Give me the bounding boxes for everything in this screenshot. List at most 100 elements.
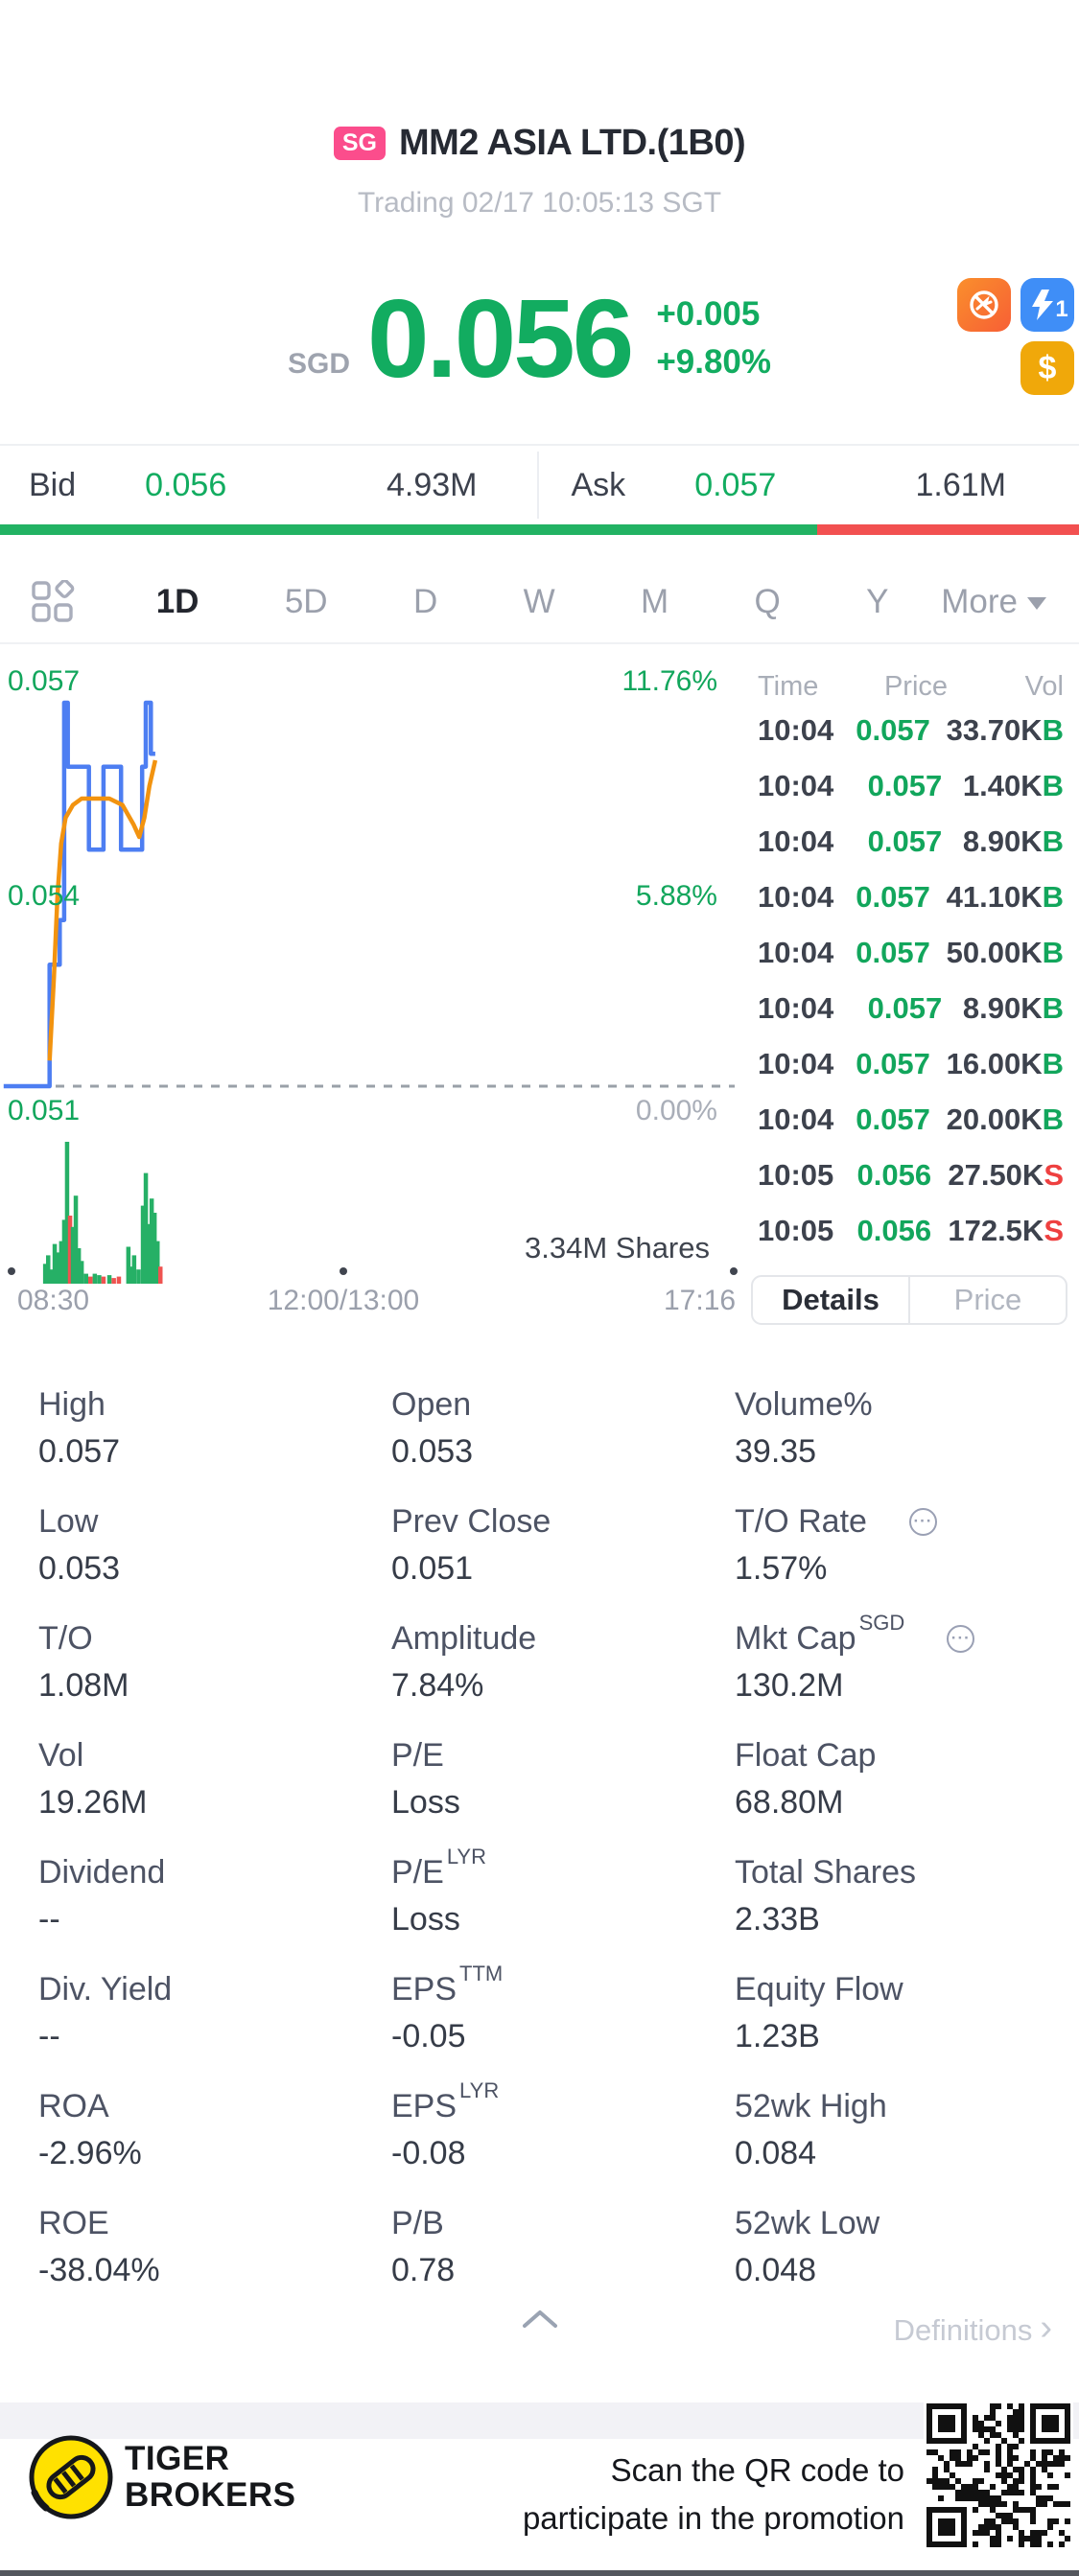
detail-value: -- bbox=[38, 2018, 60, 2054]
trade-volume: 27.50KS bbox=[948, 1158, 1064, 1192]
title-row: SG MM2 ASIA LTD.(1B0) bbox=[0, 123, 1079, 164]
time-sales-row: 10:04 0.057 41.10KB bbox=[729, 870, 1079, 925]
detail-value: 0.78 bbox=[391, 2252, 456, 2288]
level1-quote-icon[interactable]: 1 bbox=[1020, 278, 1074, 332]
detail-cell-roe: ROE -38.04% bbox=[38, 2204, 391, 2321]
detail-value: 0.048 bbox=[735, 2252, 817, 2288]
axis-tick-dot bbox=[730, 1267, 738, 1275]
detail-cell-dividend: Dividend -- bbox=[38, 1853, 391, 1970]
detail-value: 19.26M bbox=[38, 1784, 148, 1821]
brand-name: TIGER BROKERS bbox=[125, 2441, 296, 2514]
info-icon[interactable]: ··· bbox=[947, 1624, 975, 1653]
trade-side-flag: B bbox=[1042, 1102, 1064, 1136]
detail-value: 68.80M bbox=[735, 1784, 844, 1821]
brand-line1: TIGER bbox=[125, 2440, 230, 2477]
buy-sell-ratio-bar bbox=[0, 524, 1079, 535]
time-sales-rows: 10:04 0.057 33.70KB 10:04 0.057 1.40KB 10:04 0.… bbox=[729, 703, 1079, 1259]
detail-value: 2.33B bbox=[735, 1901, 820, 1938]
trade-price: 0.056 bbox=[856, 1158, 932, 1192]
col-price: Price bbox=[883, 671, 949, 702]
trade-side-flag: S bbox=[1044, 1158, 1064, 1192]
price-wrap: SGD 0.056 +0.005 +9.80% bbox=[288, 283, 771, 394]
header: SG MM2 ASIA LTD.(1B0) Trading 02/17 10:0… bbox=[0, 123, 1079, 220]
trade-price: 0.057 bbox=[856, 1102, 930, 1136]
tab-more[interactable]: More bbox=[941, 583, 1046, 621]
detail-value: Loss bbox=[391, 1901, 460, 1938]
definitions-link[interactable]: Definitions › bbox=[894, 2309, 1052, 2349]
detail-label: Volume% bbox=[735, 1386, 873, 1423]
chart-area[interactable]: 0.057 0.054 0.051 11.76% 5.88% 0.00% 3.3… bbox=[0, 658, 1079, 1352]
time-sales-row: 10:04 0.057 8.90KB bbox=[729, 981, 1079, 1036]
trade-volume: 20.00KB bbox=[946, 1102, 1064, 1136]
detail-cell-amplitude: Amplitude 7.84% bbox=[391, 1619, 735, 1736]
ask-label: Ask bbox=[571, 466, 626, 503]
detail-label: Equity Flow bbox=[735, 1971, 903, 2007]
tab-5d[interactable]: 5D bbox=[284, 582, 328, 620]
detail-cell-float-cap: Float Cap 68.80M bbox=[735, 1736, 1079, 1853]
detail-value: -2.96% bbox=[38, 2135, 142, 2171]
y-label-high: 0.057 bbox=[8, 665, 81, 697]
intraday-price-chart[interactable] bbox=[0, 658, 739, 1094]
quote-icons: 1 $ bbox=[957, 278, 1074, 395]
detail-label: Total Shares bbox=[735, 1854, 916, 1891]
label-superscript: LYR bbox=[446, 1845, 486, 1868]
toggle-details[interactable]: Details bbox=[782, 1283, 880, 1316]
trade-price: 0.057 bbox=[856, 880, 930, 914]
exchange-badge: SG bbox=[333, 126, 386, 161]
detail-value: 1.57% bbox=[735, 1550, 828, 1587]
tab-m[interactable]: M bbox=[641, 582, 669, 620]
period-tabs: 1D 5D D W M Q Y bbox=[113, 577, 931, 627]
level1-number: 1 bbox=[1055, 296, 1068, 322]
page-title: MM2 ASIA LTD.(1B0) bbox=[398, 123, 746, 163]
detail-cell-eps: EPS TTM -0.05 bbox=[391, 1961, 735, 2087]
trade-side-flag: B bbox=[1042, 713, 1064, 747]
volume-chart bbox=[42, 1142, 163, 1284]
time-sales-row: 10:05 0.056 27.50KS bbox=[729, 1148, 1079, 1203]
more-label: More bbox=[941, 582, 1018, 620]
toggle-price[interactable]: Price bbox=[953, 1283, 1022, 1316]
info-icon[interactable]: ··· bbox=[908, 1507, 937, 1536]
detail-value: 0.051 bbox=[391, 1550, 474, 1587]
detail-cell-mkt-cap: Mkt Cap SGD ··· 130.2M bbox=[735, 1611, 1079, 1736]
collapse-chevron-icon[interactable] bbox=[522, 2309, 558, 2330]
detail-label: Prev Close bbox=[391, 1503, 551, 1540]
tab-1d[interactable]: 1D bbox=[155, 582, 199, 620]
tab-d[interactable]: D bbox=[412, 582, 438, 620]
detail-value: -0.05 bbox=[391, 2018, 466, 2054]
detail-label: High bbox=[38, 1386, 106, 1423]
detail-value: -- bbox=[38, 1901, 60, 1938]
tab-w[interactable]: W bbox=[523, 582, 555, 620]
detail-cell-t-o: T/O 1.08M bbox=[38, 1619, 391, 1736]
trade-price: 0.057 bbox=[867, 769, 943, 802]
detail-label: EPS LYR bbox=[391, 2078, 735, 2125]
detail-cell-prev-close: Prev Close 0.051 bbox=[391, 1502, 735, 1619]
dollar-icon[interactable]: $ bbox=[1020, 341, 1074, 395]
detail-label: ROA bbox=[38, 2088, 109, 2124]
trade-time: 10:04 bbox=[758, 936, 834, 969]
tab-q[interactable]: Q bbox=[754, 582, 781, 620]
trade-side-flag: B bbox=[1042, 936, 1064, 969]
detail-label: Float Cap bbox=[735, 1737, 877, 1774]
chart-type-grid-icon[interactable] bbox=[31, 579, 75, 624]
pct-label-zero: 0.00% bbox=[635, 1095, 717, 1126]
trade-volume: 1.40KB bbox=[962, 769, 1064, 802]
tab-y[interactable]: Y bbox=[866, 582, 889, 620]
short-sell-restricted-icon[interactable] bbox=[957, 278, 1011, 332]
details-grid: High 0.057 Open 0.053 Volume% 39.35 Low 0.053 Pr… bbox=[0, 1385, 1079, 2321]
x-label-close: 17:16 bbox=[664, 1285, 737, 1316]
change-absolute: +0.005 bbox=[656, 295, 761, 334]
bid-side: Bid 0.056 4.93M bbox=[0, 467, 537, 504]
label-superscript: SGD bbox=[858, 1611, 905, 1635]
time-sales-panel[interactable]: Time Price Vol 10:04 0.057 33.70KB 10:04 0.0… bbox=[729, 661, 1079, 1259]
detail-label: T/O bbox=[38, 1620, 93, 1657]
pct-label-high: 11.76% bbox=[622, 665, 717, 697]
trade-volume: 8.90KB bbox=[962, 991, 1064, 1025]
time-sales-row: 10:04 0.057 33.70KB bbox=[729, 703, 1079, 758]
time-sales-header: Time Price Vol bbox=[729, 661, 1079, 703]
bid-ask-panel[interactable]: Bid 0.056 4.93M Ask 0.057 1.61M bbox=[0, 444, 1079, 535]
detail-cell-low: Low 0.053 bbox=[38, 1502, 391, 1619]
detail-cell-total-shares: Total Shares 2.33B bbox=[735, 1853, 1079, 1970]
label-superscript: TTM bbox=[459, 1961, 504, 1985]
detail-cell-p-e: P/E LYR Loss bbox=[391, 1845, 735, 1970]
trade-side-flag: B bbox=[1042, 1047, 1064, 1080]
